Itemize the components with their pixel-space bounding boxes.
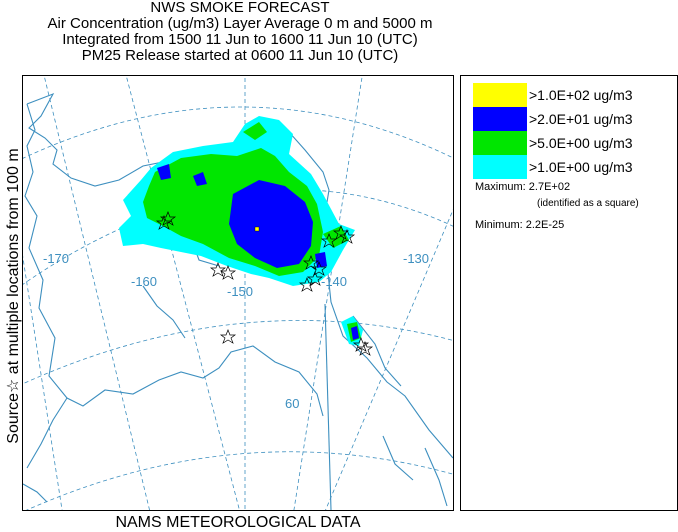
- legend-item: >1.0E+00 ug/m3: [473, 155, 633, 179]
- lon-label-170: -170: [43, 251, 69, 266]
- legend-label: >1.0E+02 ug/m3: [529, 87, 633, 103]
- subtitle-integration: Integrated from 1500 11 Jun to 1600 11 J…: [62, 31, 418, 48]
- source-star-icon: [352, 337, 370, 352]
- source-star-icon: [219, 329, 237, 344]
- source-star-icon: [310, 261, 328, 276]
- lon-label-160: -160: [131, 274, 157, 289]
- legend-maximum: Maximum: 2.7E+02: [475, 181, 571, 193]
- source-star-icon: [298, 277, 316, 292]
- legend-swatch: [473, 107, 527, 131]
- maximum-square-marker: [254, 226, 260, 232]
- lat-label-60: 60: [285, 396, 299, 411]
- source-star-icon: [356, 341, 374, 356]
- source-star-icon: [320, 233, 338, 248]
- legend-item: >1.0E+02 ug/m3: [473, 83, 633, 107]
- source-markers: [155, 211, 374, 356]
- alaska-map: -170 -160 -150 -140 -130 60: [23, 76, 453, 510]
- lon-label-130: -130: [403, 251, 429, 266]
- subtitle-concentration: Air Concentration (ug/m3) Layer Average …: [47, 15, 433, 32]
- source-star-icon: [209, 262, 227, 277]
- legend-label: >1.0E+00 ug/m3: [529, 159, 633, 175]
- source-star-icon: [338, 229, 356, 244]
- graticule: [23, 76, 453, 510]
- source-star-icon: [306, 271, 324, 286]
- source-star-icon: [302, 255, 320, 270]
- legend-swatch: [473, 131, 527, 155]
- chart-title: NWS SMOKE FORECAST: [150, 0, 330, 16]
- source-star-icon: [159, 211, 177, 226]
- legend-item: >5.0E+00 ug/m3: [473, 131, 633, 155]
- title-block: NWS SMOKE FORECAST Air Concentration (ug…: [22, 0, 458, 64]
- source-side-label: Source☆ at multiple locations from 100 m: [5, 148, 22, 444]
- meteorological-data-label: NAMS METEOROLOGICAL DATA: [115, 514, 361, 531]
- map-panel: -170 -160 -150 -140 -130 60: [22, 75, 454, 511]
- legend-item: >2.0E+01 ug/m3: [473, 107, 633, 131]
- lon-label-140: -140: [321, 274, 347, 289]
- legend-minimum: Minimum: 2.2E-25: [475, 219, 565, 231]
- subtitle-release: PM25 Release started at 0600 11 Jun 10 (…: [81, 47, 399, 64]
- lon-label-150: -150: [227, 284, 253, 299]
- legend-swatch: [473, 155, 527, 179]
- legend-maximum-note: (identified as a square): [537, 198, 639, 209]
- plume-blue: [157, 164, 359, 340]
- source-star-icon: [155, 215, 173, 230]
- legend-label: >2.0E+01 ug/m3: [529, 111, 633, 127]
- legend-panel: >1.0E+02 ug/m3 >2.0E+01 ug/m3 >5.0E+00 u…: [460, 75, 678, 511]
- legend-label: >5.0E+00 ug/m3: [529, 135, 633, 151]
- source-star-icon: [219, 265, 237, 280]
- legend-swatch: [473, 83, 527, 107]
